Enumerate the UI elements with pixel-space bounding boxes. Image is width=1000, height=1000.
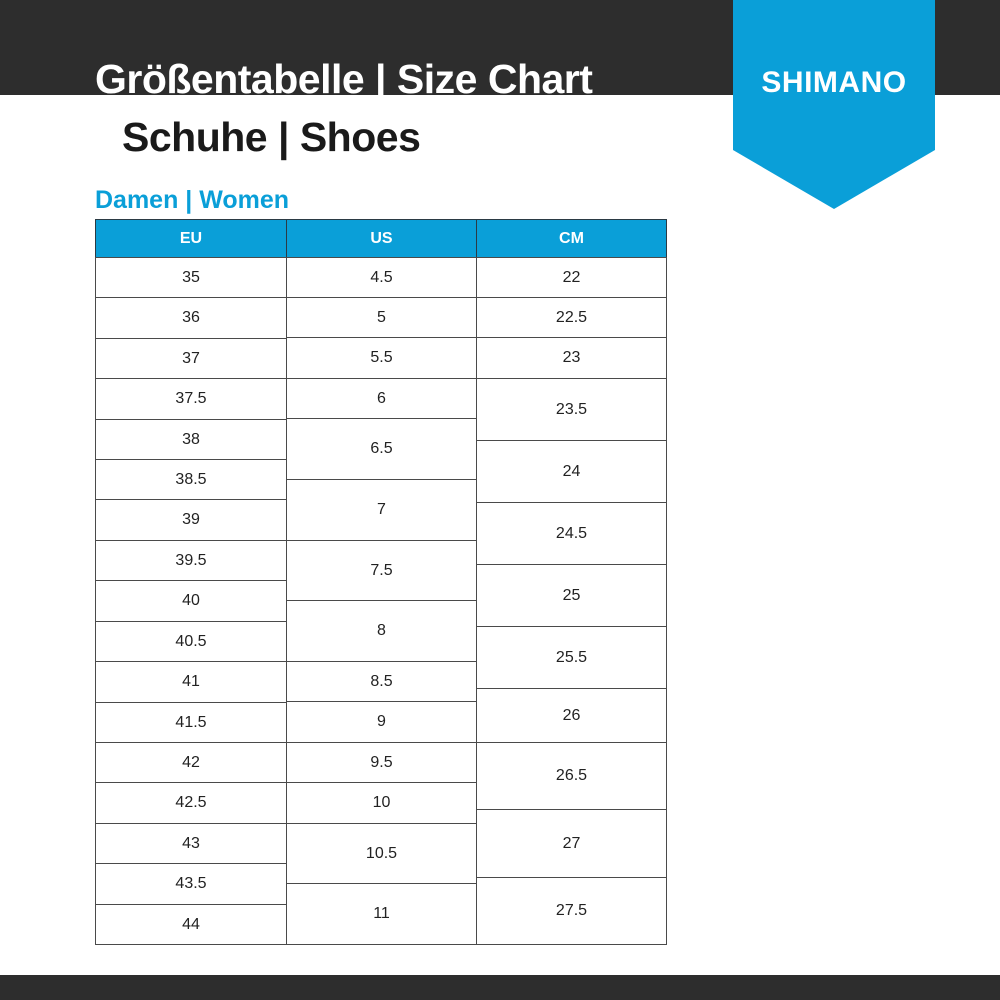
cell-us: 5 [286, 297, 477, 338]
cell-us: 9.5 [286, 742, 477, 783]
cell-us: 9 [286, 701, 477, 743]
cell-us: 11 [286, 883, 477, 945]
cell-cm: 22.5 [476, 297, 667, 338]
brand-logo: SHIMANO [733, 0, 935, 209]
cell-us: 8 [286, 600, 477, 662]
cell-eu: 40.5 [95, 621, 287, 662]
cell-eu: 37 [95, 338, 287, 379]
cell-us: 7 [286, 479, 477, 541]
cell-cm: 23 [476, 337, 667, 379]
cell-cm: 27 [476, 809, 667, 878]
cell-eu: 43 [95, 823, 287, 864]
cell-eu: 37.5 [95, 378, 287, 420]
cell-cm: 25 [476, 564, 667, 627]
cell-us: 7.5 [286, 540, 477, 601]
cell-us: 5.5 [286, 337, 477, 379]
cell-cm: 22 [476, 257, 667, 298]
cell-eu: 38.5 [95, 459, 287, 500]
page-subtitle: Schuhe | Shoes [122, 114, 421, 160]
cell-us: 8.5 [286, 661, 477, 702]
section-title: Damen | Women [95, 186, 290, 214]
column-header-cm: CM [476, 219, 667, 258]
cell-eu: 41.5 [95, 702, 287, 743]
cell-eu: 36 [95, 297, 287, 339]
size-table: EU US CM 35 36 37 37.5 38 38.5 39 39.5 40 40.5 41 4… [95, 219, 667, 945]
cell-eu: 43.5 [95, 863, 287, 905]
cell-eu: 39 [95, 499, 287, 541]
cell-cm: 26 [476, 688, 667, 743]
column-header-us: US [286, 219, 477, 258]
cell-eu: 38 [95, 419, 287, 460]
cell-eu: 39.5 [95, 540, 287, 581]
page-title: Größentabelle | Size Chart [95, 56, 593, 102]
footer-band [0, 975, 1000, 1000]
cell-cm: 27.5 [476, 877, 667, 945]
cell-eu: 41 [95, 661, 287, 703]
cell-eu: 42 [95, 742, 287, 783]
cell-us: 6 [286, 378, 477, 419]
brand-name: SHIMANO [761, 66, 907, 99]
logo-banner-shape [733, 0, 935, 209]
cell-cm: 24.5 [476, 502, 667, 565]
cell-eu: 42.5 [95, 782, 287, 824]
cell-cm: 24 [476, 440, 667, 503]
cell-us: 10.5 [286, 823, 477, 884]
cell-us: 4.5 [286, 257, 477, 298]
cell-eu: 35 [95, 257, 287, 298]
cell-eu: 44 [95, 904, 287, 945]
cell-cm: 26.5 [476, 742, 667, 810]
cell-us: 6.5 [286, 418, 477, 480]
cell-us: 10 [286, 782, 477, 824]
cell-cm: 25.5 [476, 626, 667, 689]
cell-eu: 40 [95, 580, 287, 622]
column-header-eu: EU [95, 219, 287, 258]
cell-cm: 23.5 [476, 378, 667, 441]
